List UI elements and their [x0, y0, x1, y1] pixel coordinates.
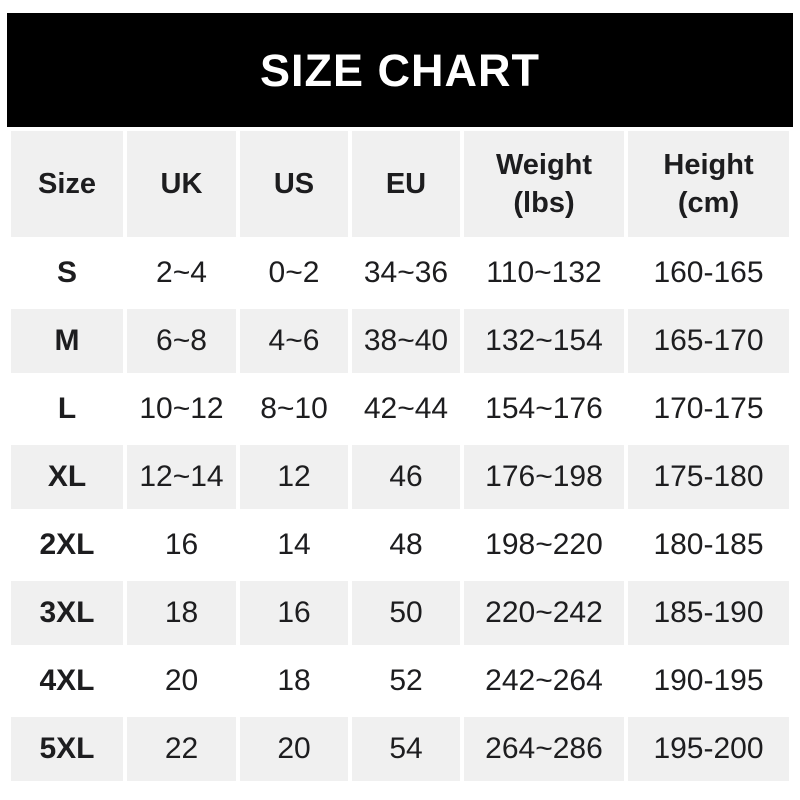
- value-cell: 195-200: [628, 717, 789, 781]
- table-row: 2XL 16 14 48 198~220 180-185: [11, 513, 789, 577]
- size-chart-table: Size UK US EU Weight (lbs) Height (cm): [7, 127, 793, 785]
- col-header-label: EU: [385, 167, 427, 200]
- value-cell: 154~176: [464, 377, 624, 441]
- value-cell: 20: [240, 717, 348, 781]
- value-cell: 4~6: [240, 309, 348, 373]
- value-cell: 12: [240, 445, 348, 509]
- col-header-label: UK: [160, 167, 203, 200]
- table-body: S 2~4 0~2 34~36 110~132 160-165 M 6~8 4~6 38~40 13…: [11, 241, 789, 781]
- size-cell: M: [11, 309, 123, 373]
- value-cell: 38~40: [352, 309, 460, 373]
- value-cell: 170-175: [628, 377, 789, 441]
- value-cell: 8~10: [240, 377, 348, 441]
- value-cell: 6~8: [127, 309, 236, 373]
- value-cell: 175-180: [628, 445, 789, 509]
- value-cell: 190-195: [628, 649, 789, 713]
- col-header-eu: EU: [352, 131, 460, 237]
- value-cell: 46: [352, 445, 460, 509]
- value-cell: 220~242: [464, 581, 624, 645]
- value-cell: 16: [240, 581, 348, 645]
- col-header-label: Weight: [495, 148, 593, 181]
- value-cell: 54: [352, 717, 460, 781]
- value-cell: 160-165: [628, 241, 789, 305]
- table-row: 5XL 22 20 54 264~286 195-200: [11, 717, 789, 781]
- size-cell: 2XL: [11, 513, 123, 577]
- header-row: Size UK US EU Weight (lbs) Height (cm): [11, 131, 789, 237]
- value-cell: 242~264: [464, 649, 624, 713]
- table-row: XL 12~14 12 46 176~198 175-180: [11, 445, 789, 509]
- value-cell: 42~44: [352, 377, 460, 441]
- table-row: S 2~4 0~2 34~36 110~132 160-165: [11, 241, 789, 305]
- size-cell: S: [11, 241, 123, 305]
- col-header-label: US: [273, 167, 315, 200]
- table-row: 3XL 18 16 50 220~242 185-190: [11, 581, 789, 645]
- value-cell: 165-170: [628, 309, 789, 373]
- value-cell: 34~36: [352, 241, 460, 305]
- col-header-label: Height: [663, 148, 754, 181]
- size-cell: L: [11, 377, 123, 441]
- value-cell: 110~132: [464, 241, 624, 305]
- value-cell: 52: [352, 649, 460, 713]
- col-header-size: Size: [11, 131, 123, 237]
- col-header-weight: Weight (lbs): [464, 131, 624, 237]
- title-banner: SIZE CHART: [7, 13, 793, 127]
- value-cell: 198~220: [464, 513, 624, 577]
- table-row: M 6~8 4~6 38~40 132~154 165-170: [11, 309, 789, 373]
- value-cell: 20: [127, 649, 236, 713]
- value-cell: 2~4: [127, 241, 236, 305]
- value-cell: 264~286: [464, 717, 624, 781]
- col-header-height: Height (cm): [628, 131, 789, 237]
- value-cell: 16: [127, 513, 236, 577]
- col-header-label: Size: [37, 167, 97, 200]
- value-cell: 185-190: [628, 581, 789, 645]
- col-header-unit: (lbs): [513, 187, 575, 219]
- size-cell: 5XL: [11, 717, 123, 781]
- value-cell: 10~12: [127, 377, 236, 441]
- page-title: SIZE CHART: [260, 44, 540, 96]
- size-cell: XL: [11, 445, 123, 509]
- value-cell: 14: [240, 513, 348, 577]
- value-cell: 48: [352, 513, 460, 577]
- table-row: 4XL 20 18 52 242~264 190-195: [11, 649, 789, 713]
- value-cell: 176~198: [464, 445, 624, 509]
- value-cell: 22: [127, 717, 236, 781]
- value-cell: 132~154: [464, 309, 624, 373]
- col-header-uk: UK: [127, 131, 236, 237]
- value-cell: 12~14: [127, 445, 236, 509]
- size-cell: 3XL: [11, 581, 123, 645]
- value-cell: 0~2: [240, 241, 348, 305]
- col-header-unit: (cm): [677, 187, 740, 219]
- value-cell: 18: [240, 649, 348, 713]
- value-cell: 18: [127, 581, 236, 645]
- value-cell: 180-185: [628, 513, 789, 577]
- size-cell: 4XL: [11, 649, 123, 713]
- value-cell: 50: [352, 581, 460, 645]
- col-header-us: US: [240, 131, 348, 237]
- table-row: L 10~12 8~10 42~44 154~176 170-175: [11, 377, 789, 441]
